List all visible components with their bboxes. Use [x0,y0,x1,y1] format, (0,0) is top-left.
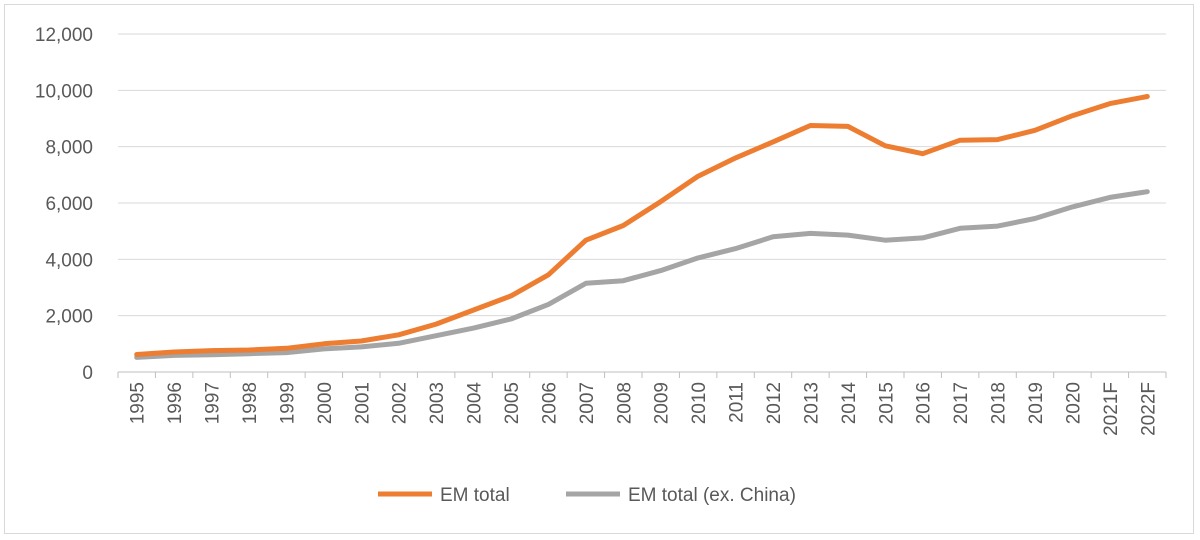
x-tick-label: 2020 [1063,382,1084,424]
x-tick-label: 2008 [614,382,635,424]
series-line [134,189,1150,360]
x-tick-label: 2015 [876,382,897,424]
y-tick-label: 6,000 [45,194,93,215]
x-axis-ticks: 1995 1996 1997 1998 1999 2000 2001 2002 2003 2004… [128,382,1160,436]
x-tick-label: 2014 [839,382,860,425]
x-tick-label: 2004 [465,382,486,425]
x-tick-label: 2012 [764,382,785,424]
y-tick-label: 10,000 [35,81,93,102]
legend-label: EM total (ex. China) [628,485,796,506]
x-tick-label: 2022F [1138,382,1159,436]
x-tick-label: 2010 [689,382,710,424]
chart-frame [4,4,1194,534]
x-tick-label: 2013 [801,382,822,424]
x-tick-label: 2002 [390,382,411,424]
legend-label: EM total [440,485,510,506]
x-tick-label: 2003 [427,382,448,424]
x-tick-label: 2019 [1026,382,1047,424]
x-tick-label: 2009 [652,382,673,424]
legend: EM total EM total (ex. China) [378,485,796,506]
x-tick-label: 2011 [727,382,748,423]
x-tick-label: 2006 [539,382,560,424]
y-tick-label: 12,000 [35,25,93,46]
x-tick-label: 1998 [240,382,261,424]
y-tick-label: 8,000 [45,138,93,159]
series-line [134,94,1150,357]
x-tick-label: 2007 [577,382,598,424]
y-tick-label: 4,000 [45,250,93,271]
x-tick-label: 2018 [989,382,1010,424]
y-tick-label: 0 [82,363,93,384]
x-tick-label: 2005 [502,382,523,424]
x-tick-label: 2017 [951,382,972,424]
x-tick-label: 1997 [203,382,224,424]
x-tick-label: 2001 [352,382,373,424]
x-tick-label: 1995 [128,382,149,424]
x-tick-label: 2000 [315,382,336,424]
series-lines [134,94,1150,360]
y-axis-ticks: 0 2,000 4,000 6,000 8,000 10,000 12,000 [35,25,93,384]
x-tick-label: 1999 [277,382,298,424]
x-tick-label: 1996 [165,382,186,424]
x-tick-label: 2021F [1101,382,1122,436]
gridlines [118,33,1166,317]
x-axis [117,371,1167,378]
y-tick-label: 2,000 [45,307,93,328]
x-tick-label: 2016 [914,382,935,424]
